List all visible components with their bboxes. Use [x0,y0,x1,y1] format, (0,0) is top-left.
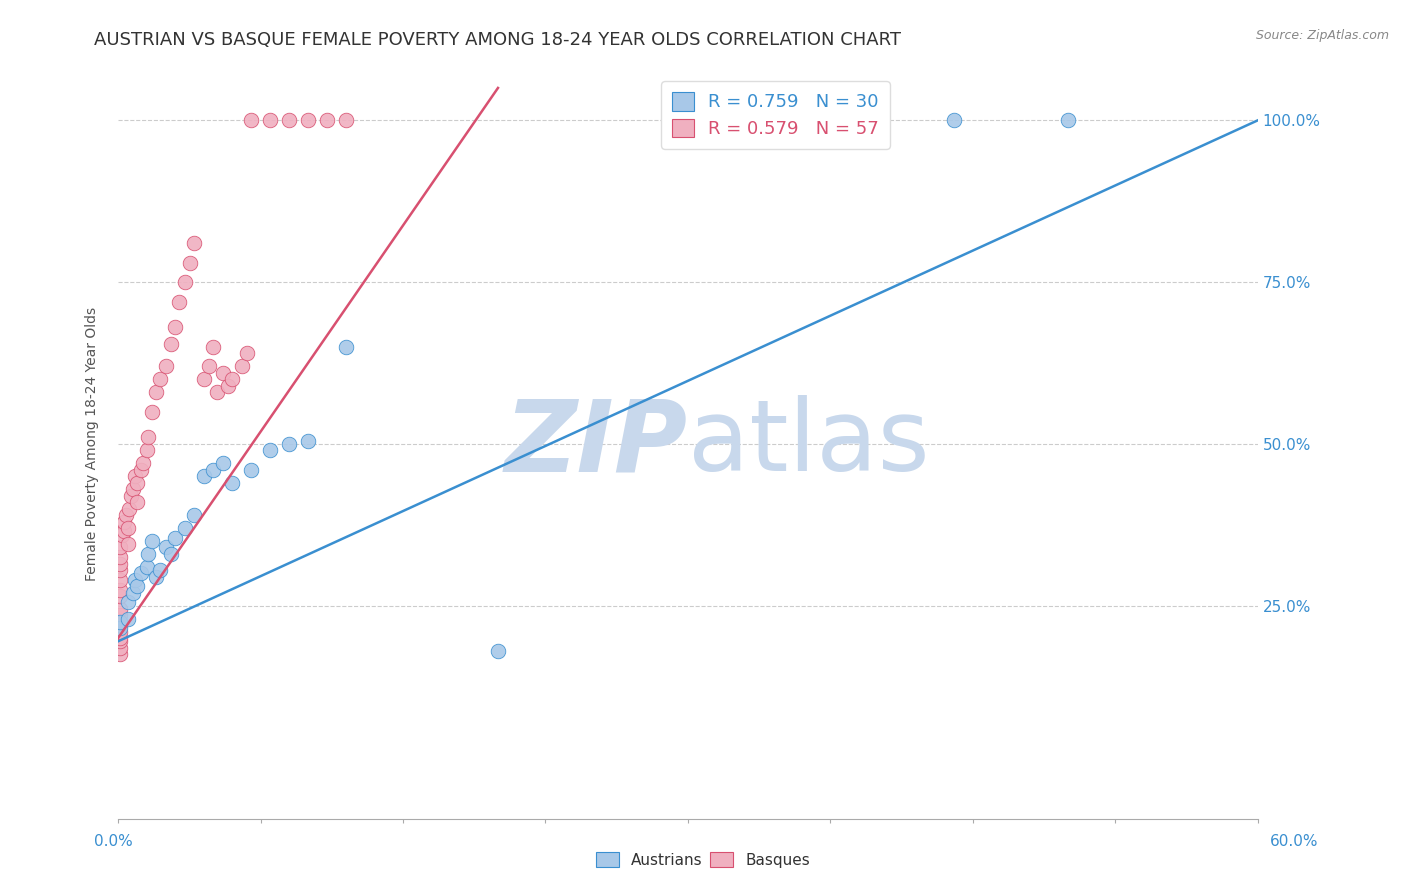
Basques [141,404,163,418]
Basques [108,557,131,571]
Austrians [183,508,205,522]
Austrians [335,340,357,354]
Text: AUSTRIAN VS BASQUE FEMALE POVERTY AMONG 18-24 YEAR OLDS CORRELATION CHART: AUSTRIAN VS BASQUE FEMALE POVERTY AMONG … [94,31,901,49]
Austrians [297,434,319,448]
Basques [108,624,131,639]
Austrians [240,463,263,477]
Basques [160,336,183,351]
Basques [108,608,131,623]
Basques [108,634,131,648]
Basques [138,430,160,444]
Basques [198,359,221,374]
Austrians [129,566,152,581]
Basques [149,372,172,386]
Basques [132,456,155,470]
Basques [108,631,131,645]
Austrians [486,644,509,658]
Basques [316,113,339,128]
Text: 0.0%: 0.0% [94,834,134,849]
Legend: R = 0.759   N = 30, R = 0.579   N = 57: R = 0.759 N = 30, R = 0.579 N = 57 [661,81,890,149]
Basques [108,647,131,661]
Legend: Austrians, Basques: Austrians, Basques [589,846,817,873]
Basques [205,385,228,400]
Basques [259,113,281,128]
Basques [111,527,134,541]
Basques [108,563,131,577]
Basques [108,618,131,632]
Basques [125,495,148,509]
Basques [231,359,253,374]
Austrians [155,541,177,555]
Basques [173,275,195,289]
Basques [221,372,243,386]
Basques [108,550,131,565]
Austrians [1057,113,1080,128]
Basques [335,113,357,128]
Basques [211,366,233,380]
Austrians [211,456,233,470]
Austrians [173,521,195,535]
Austrians [259,443,281,458]
Basques [108,640,131,655]
Y-axis label: Female Poverty Among 18-24 Year Olds: Female Poverty Among 18-24 Year Olds [86,307,100,581]
Austrians [149,563,172,577]
Basques [112,524,135,539]
Austrians [163,531,186,545]
Austrians [108,621,131,635]
Basques [167,294,190,309]
Basques [108,541,131,555]
Basques [217,378,239,392]
Basques [108,573,131,587]
Basques [117,537,139,551]
Basques [202,340,225,354]
Austrians [124,573,146,587]
Text: ZIP: ZIP [505,395,688,492]
Basques [108,582,131,597]
Basques [125,475,148,490]
Austrians [145,569,167,583]
Austrians [221,475,243,490]
Text: 60.0%: 60.0% [1271,834,1319,849]
Basques [112,515,135,529]
Basques [145,385,167,400]
Austrians [278,437,301,451]
Basques [236,346,259,360]
Austrians [138,547,160,561]
Basques [297,113,319,128]
Austrians [202,463,225,477]
Basques [108,602,131,616]
Austrians [117,595,139,609]
Basques [129,463,152,477]
Basques [120,489,142,503]
Austrians [160,547,183,561]
Basques [135,443,157,458]
Austrians [942,113,965,128]
Austrians [125,579,148,593]
Austrians [122,586,145,600]
Basques [278,113,301,128]
Austrians [135,560,157,574]
Basques [118,501,141,516]
Basques [124,469,146,483]
Austrians [117,612,139,626]
Basques [108,589,131,603]
Basques [114,508,136,522]
Basques [183,236,205,251]
Austrians [141,534,163,549]
Basques [122,482,145,496]
Basques [155,359,177,374]
Basques [179,255,201,269]
Basques [240,113,263,128]
Basques [163,320,186,334]
Austrians [193,469,215,483]
Text: atlas: atlas [688,395,929,492]
Text: Source: ZipAtlas.com: Source: ZipAtlas.com [1256,29,1389,42]
Basques [117,521,139,535]
Basques [193,372,215,386]
Basques [108,615,131,629]
Austrians [108,615,131,629]
